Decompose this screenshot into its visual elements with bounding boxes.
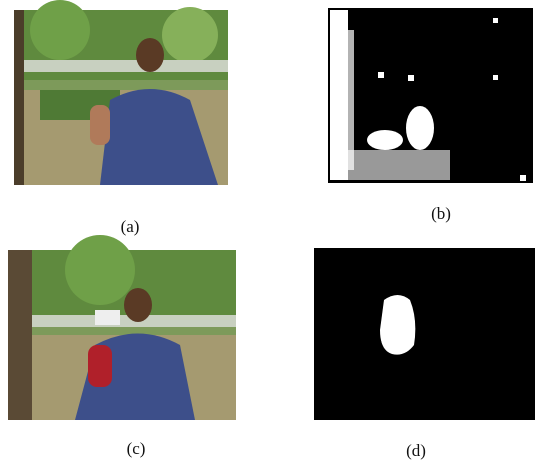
page: (a) (b) (c) (d) (() => { const data = JS… xyxy=(0,0,541,461)
figure: (a) (b) (c) (d) xyxy=(0,0,541,461)
mask-d xyxy=(314,248,535,420)
caption: (c) xyxy=(127,439,146,458)
caption: (b) xyxy=(431,204,451,223)
mask-b xyxy=(328,8,533,183)
photo-c xyxy=(8,235,236,420)
caption: (d) xyxy=(406,441,426,460)
photo-a xyxy=(14,0,228,185)
caption: (a) xyxy=(121,217,140,236)
